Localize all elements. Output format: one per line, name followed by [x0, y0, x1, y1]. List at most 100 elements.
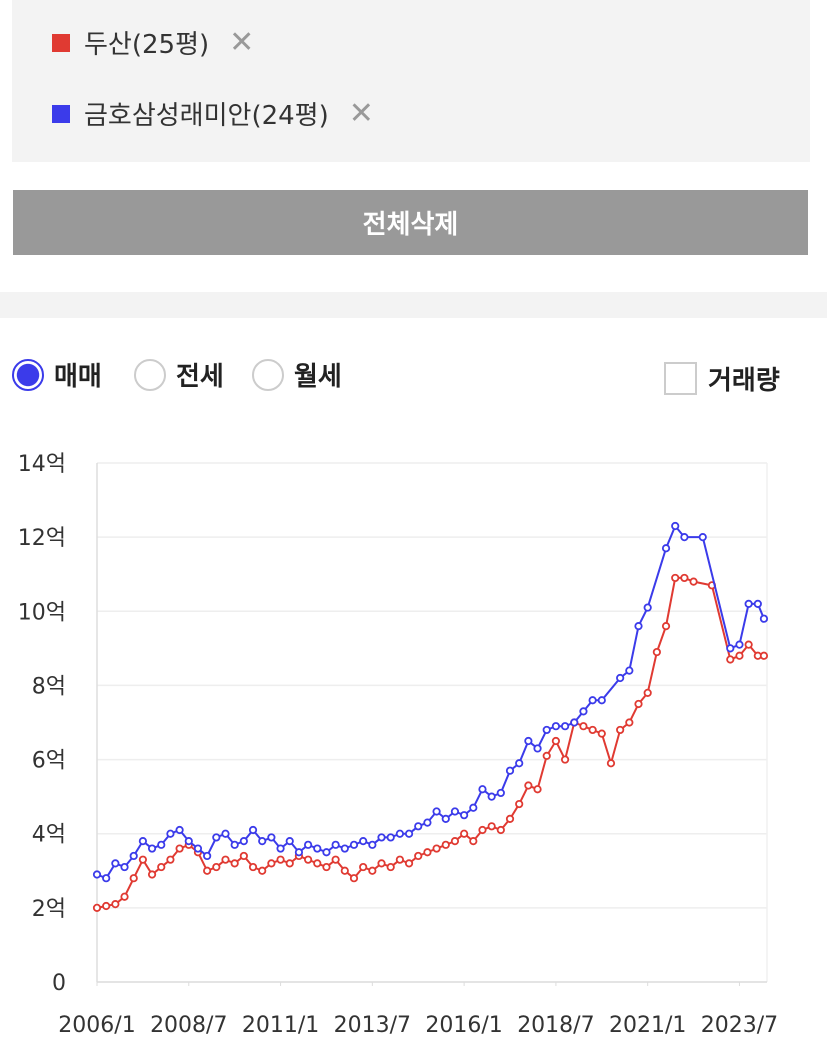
data-point — [239, 837, 248, 846]
radio-label[interactable]: 월세 — [294, 362, 342, 392]
data-point — [680, 533, 689, 542]
data-point — [450, 837, 460, 846]
data-point — [643, 603, 652, 612]
data-point — [588, 696, 597, 705]
data-point — [294, 848, 304, 857]
data-point — [542, 725, 551, 735]
data-point — [597, 729, 606, 738]
data-point — [759, 614, 769, 623]
remove-icon[interactable]: ✕ — [348, 96, 374, 131]
data-point — [92, 870, 102, 879]
y-tick-label: 6억 — [32, 749, 66, 774]
data-point — [689, 577, 698, 586]
separator — [0, 292, 827, 318]
data-point — [414, 851, 423, 861]
filter-box: 두산(25평) ✕ 금호삼성래미안(24평) ✕ — [12, 0, 810, 162]
data-point — [221, 855, 230, 864]
data-point — [625, 718, 634, 727]
legend-label: 금호삼성래미안(24평) — [84, 101, 329, 131]
radio-button[interactable] — [134, 358, 166, 391]
data-point — [460, 811, 469, 820]
radio-button[interactable] — [12, 358, 44, 391]
x-tick-label: 2006/1 — [58, 1013, 135, 1038]
data-point — [505, 814, 515, 823]
data-point — [404, 859, 414, 868]
data-point — [129, 851, 138, 861]
data-point — [166, 829, 175, 838]
data-point — [487, 822, 496, 831]
data-point — [147, 870, 157, 879]
data-point — [496, 788, 505, 798]
data-point — [349, 840, 359, 849]
data-point — [258, 837, 267, 846]
radio-option[interactable]: 전세 — [134, 356, 224, 393]
legend-label: 두산(25평) — [84, 30, 210, 60]
data-point — [221, 829, 230, 838]
radio-option[interactable]: 매매 — [12, 356, 102, 393]
data-point — [212, 833, 221, 842]
data-point — [744, 640, 753, 649]
data-point — [303, 855, 313, 864]
data-point — [203, 851, 212, 861]
x-tick-label: 2016/1 — [425, 1013, 502, 1038]
data-point — [193, 844, 203, 853]
radio-button[interactable] — [252, 358, 284, 391]
data-point — [606, 759, 616, 768]
data-point — [616, 673, 625, 683]
radio-option[interactable]: 월세 — [252, 356, 342, 393]
data-point — [404, 829, 414, 838]
data-point — [166, 855, 175, 864]
data-point — [395, 829, 404, 838]
data-point — [759, 651, 769, 660]
y-tick-label: 12억 — [18, 526, 66, 551]
remove-icon[interactable]: ✕ — [229, 25, 255, 60]
data-point — [331, 840, 340, 849]
data-point — [698, 533, 707, 542]
data-point — [524, 781, 533, 790]
data-point — [726, 655, 735, 664]
delete-all-button[interactable]: 전체삭제 — [13, 190, 808, 255]
data-point — [120, 892, 129, 901]
data-point — [230, 840, 239, 849]
checkbox-label[interactable]: 거래량 — [708, 366, 780, 396]
data-point — [441, 814, 450, 823]
data-point — [441, 840, 450, 849]
data-point — [147, 844, 157, 853]
data-point — [276, 855, 285, 864]
data-point — [322, 862, 331, 872]
radio-label[interactable]: 전세 — [176, 362, 224, 392]
data-point — [533, 785, 542, 794]
data-point — [560, 755, 570, 764]
data-point — [478, 785, 487, 794]
data-point — [267, 859, 276, 868]
data-point — [138, 837, 147, 846]
data-point — [634, 622, 643, 631]
legend-swatch — [52, 33, 70, 52]
data-point — [349, 874, 359, 883]
data-point — [735, 651, 744, 660]
data-point — [285, 859, 294, 868]
data-point — [377, 833, 386, 842]
data-point — [276, 844, 285, 853]
data-point — [469, 837, 478, 846]
data-point — [423, 818, 432, 827]
data-point — [212, 862, 221, 872]
legend-item: 두산(25평) ✕ — [52, 24, 254, 61]
data-point — [267, 833, 276, 842]
x-tick-label: 2023/7 — [701, 1013, 778, 1038]
legend-item: 금호삼성래미안(24평) ✕ — [52, 95, 374, 132]
data-point — [753, 599, 762, 608]
data-point — [515, 759, 524, 768]
data-point — [551, 722, 561, 731]
data-point — [652, 647, 661, 657]
data-point — [735, 640, 744, 649]
data-point — [432, 844, 441, 853]
checkbox[interactable] — [664, 362, 697, 395]
radio-label[interactable]: 매매 — [54, 362, 102, 392]
y-tick-label: 4억 — [32, 823, 66, 848]
data-point — [386, 862, 395, 872]
y-tick-label: 14억 — [18, 452, 66, 477]
data-point — [184, 837, 193, 846]
data-point — [322, 848, 331, 857]
